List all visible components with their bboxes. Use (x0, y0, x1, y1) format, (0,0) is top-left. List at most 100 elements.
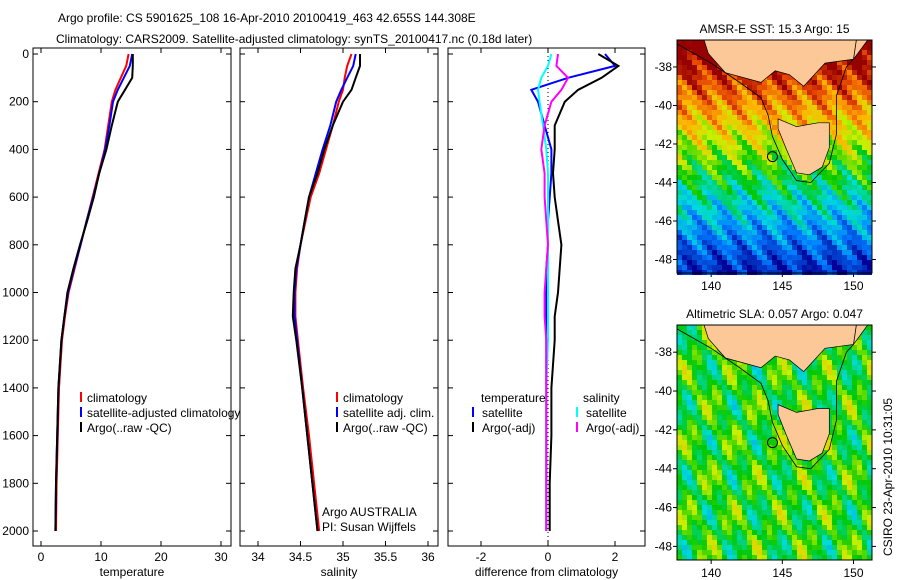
map-cell (682, 225, 687, 230)
map-cell (757, 95, 762, 100)
map-cell (697, 330, 702, 335)
map-cell (767, 105, 772, 110)
map-cell (727, 515, 732, 520)
map-cell (802, 265, 807, 270)
map-cell (812, 495, 817, 500)
map-cell (847, 220, 852, 225)
map-cell (782, 555, 787, 560)
map-cell (767, 410, 772, 415)
map-cell (702, 485, 707, 490)
map-cell (842, 490, 847, 495)
map-cell (792, 540, 797, 545)
map-cell (687, 520, 692, 525)
map-cell (742, 130, 747, 135)
map-cell (827, 350, 832, 355)
map-cell (747, 430, 752, 435)
legend-entry: satellite-adjusted climatology (87, 406, 240, 420)
map-cell (712, 85, 717, 90)
map-cell (732, 125, 737, 130)
map-cell (747, 440, 752, 445)
map-cell (702, 45, 707, 50)
map-cell (837, 450, 842, 455)
map-cell (862, 175, 867, 180)
map-cell (822, 540, 827, 545)
map-cell (822, 180, 827, 185)
map-cell (837, 495, 842, 500)
map-cell (817, 250, 822, 255)
map-cell (867, 525, 872, 530)
map-cell (727, 85, 732, 90)
map-cell (702, 340, 707, 345)
map-cell (737, 195, 742, 200)
map-cell (752, 440, 757, 445)
map-cell (832, 520, 837, 525)
map-cell (752, 115, 757, 120)
map-cell (837, 250, 842, 255)
map-cell (757, 420, 762, 425)
map-cell (847, 235, 852, 240)
map-cell (732, 95, 737, 100)
map-cell (772, 215, 777, 220)
map-cell (762, 255, 767, 260)
map-cell (697, 130, 702, 135)
map-cell (772, 95, 777, 100)
map-cell (857, 50, 862, 55)
map-cell (752, 95, 757, 100)
map-cell (697, 55, 702, 60)
map-cell (717, 255, 722, 260)
map-cell (867, 385, 872, 390)
map-cell (752, 225, 757, 230)
map-cell (732, 145, 737, 150)
map-cell (812, 395, 817, 400)
map-cell (847, 350, 852, 355)
map-cell (862, 375, 867, 380)
map-cell (812, 255, 817, 260)
map-cell (852, 540, 857, 545)
map-cell (677, 220, 682, 225)
map-cell (842, 200, 847, 205)
map-cell (702, 505, 707, 510)
map-cell (697, 60, 702, 65)
map-cell (682, 205, 687, 210)
map-cell (827, 370, 832, 375)
map-cell (807, 390, 812, 395)
map-cell (752, 215, 757, 220)
map-cell (697, 410, 702, 415)
map-cell (762, 115, 767, 120)
map-cell (827, 230, 832, 235)
map-cell (712, 255, 717, 260)
map-cell (727, 470, 732, 475)
map-cell (827, 515, 832, 520)
map-cell (712, 345, 717, 350)
map-cell (717, 150, 722, 155)
map-cell (817, 365, 822, 370)
map-cell (852, 190, 857, 195)
map-cell (852, 345, 857, 350)
map-cell (732, 240, 737, 245)
map-cell (677, 105, 682, 110)
map-cell (767, 515, 772, 520)
map-cell (757, 490, 762, 495)
map-cell (772, 365, 777, 370)
map-cell (852, 115, 857, 120)
map-cell (752, 130, 757, 135)
map-cell (862, 440, 867, 445)
map-cell (687, 100, 692, 105)
map-cell (782, 235, 787, 240)
map-cell (812, 110, 817, 115)
map-cell (767, 425, 772, 430)
map-cell (682, 210, 687, 215)
map-cell (832, 185, 837, 190)
map-cell (777, 245, 782, 250)
map-cell (817, 180, 822, 185)
map-cell (822, 495, 827, 500)
map-cell (692, 340, 697, 345)
map-cell (687, 155, 692, 160)
map-cell (822, 105, 827, 110)
map-cell (697, 230, 702, 235)
map-cell (767, 485, 772, 490)
map-cell (737, 250, 742, 255)
map-cell (732, 115, 737, 120)
map-cell (692, 220, 697, 225)
map-cell (687, 265, 692, 270)
